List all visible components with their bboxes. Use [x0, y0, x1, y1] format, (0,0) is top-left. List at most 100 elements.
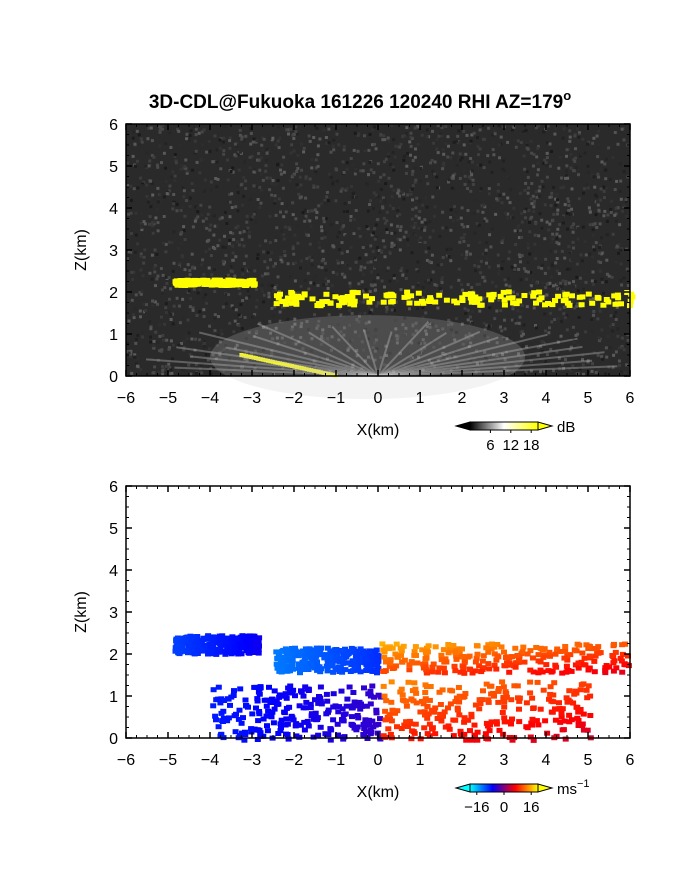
noise-pixel [244, 179, 248, 183]
noise-pixel [283, 225, 287, 229]
noise-pixel [153, 248, 157, 252]
noise-pixel [247, 331, 251, 334]
noise-pixel [180, 342, 183, 345]
noise-pixel [410, 172, 414, 176]
noise-pixel [211, 353, 215, 357]
noise-pixel [142, 302, 146, 306]
noise-pixel [558, 223, 561, 227]
velocity-pixel [406, 662, 413, 668]
noise-pixel [551, 232, 555, 236]
noise-pixel [226, 158, 230, 162]
x-axis-label: X(km) [357, 784, 400, 801]
noise-pixel [198, 310, 202, 314]
noise-pixel [564, 316, 567, 320]
velocity-pixel [339, 717, 346, 722]
noise-pixel [376, 218, 380, 222]
velocity-pixel [247, 639, 254, 645]
velocity-pixel [405, 679, 412, 685]
noise-pixel [274, 143, 278, 147]
noise-pixel [534, 126, 538, 130]
noise-pixel [466, 244, 470, 247]
noise-pixel [320, 266, 324, 270]
noise-pixel [476, 145, 480, 149]
noise-pixel [587, 140, 591, 144]
noise-pixel [308, 223, 312, 227]
noise-pixel [625, 342, 629, 346]
layer-pixel [323, 299, 330, 304]
noise-pixel [582, 372, 585, 376]
noise-pixel [402, 192, 405, 196]
noise-pixel [503, 367, 507, 370]
noise-pixel [278, 319, 282, 323]
noise-pixel [417, 351, 421, 355]
layer-pixel [266, 358, 270, 363]
noise-pixel [186, 318, 190, 322]
velocity-pixel [424, 684, 430, 690]
velocity-pixel [450, 643, 457, 648]
noise-pixel [382, 134, 386, 138]
noise-pixel [208, 228, 212, 232]
noise-pixel [577, 197, 581, 201]
velocity-pixel [521, 659, 528, 665]
layer-pixel [332, 294, 339, 300]
velocity-pixel [583, 687, 590, 693]
noise-pixel [578, 131, 581, 135]
noise-pixel [609, 210, 613, 214]
layer-pixel [309, 368, 314, 373]
noise-pixel [485, 219, 489, 223]
noise-pixel [532, 152, 536, 156]
noise-pixel [293, 233, 297, 237]
noise-pixel [466, 283, 470, 287]
layer-pixel [467, 295, 474, 301]
noise-pixel [511, 290, 515, 294]
noise-pixel [540, 266, 544, 270]
noise-pixel [189, 372, 193, 376]
noise-pixel [308, 177, 312, 181]
velocity-pixel [186, 642, 192, 648]
noise-pixel [523, 167, 527, 171]
noise-pixel [194, 363, 198, 367]
noise-pixel [490, 141, 494, 145]
velocity-pixel [232, 635, 239, 641]
noise-pixel [423, 290, 427, 294]
noise-pixel [548, 284, 552, 288]
noise-pixel [530, 202, 534, 206]
noise-pixel [268, 136, 272, 140]
velocity-pixel [292, 693, 298, 699]
noise-pixel [167, 276, 171, 279]
noise-pixel [425, 135, 429, 139]
noise-pixel [191, 308, 195, 312]
noise-pixel [363, 134, 366, 138]
noise-pixel [148, 320, 151, 324]
noise-pixel [396, 209, 400, 212]
noise-pixel [172, 304, 176, 308]
noise-texture [126, 124, 630, 376]
noise-pixel [203, 178, 207, 182]
velocity-pixel [476, 706, 483, 712]
noise-pixel [283, 254, 287, 258]
noise-pixel [603, 196, 606, 200]
noise-pixel [496, 189, 500, 193]
noise-pixel [200, 340, 204, 344]
noise-pixel [439, 132, 443, 136]
noise-pixel [601, 291, 605, 295]
noise-pixel [342, 148, 346, 152]
velocity-pixel [208, 650, 215, 656]
noise-pixel [219, 356, 223, 360]
velocity-pixel [275, 731, 282, 736]
noise-pixel [429, 373, 433, 376]
noise-pixel [457, 278, 461, 282]
noise-pixel [508, 369, 512, 373]
velocity-pixel [445, 723, 452, 729]
velocity-pixel [566, 688, 573, 694]
noise-pixel [139, 221, 143, 225]
noise-pixel [453, 158, 457, 162]
noise-pixel [598, 306, 602, 310]
velocity-pixel [273, 661, 280, 667]
noise-pixel [306, 271, 310, 275]
velocity-pixel [456, 699, 463, 705]
noise-pixel [149, 335, 152, 339]
y-tick-label: 2 [109, 647, 118, 664]
noise-pixel [596, 155, 600, 159]
noise-pixel [612, 142, 616, 146]
